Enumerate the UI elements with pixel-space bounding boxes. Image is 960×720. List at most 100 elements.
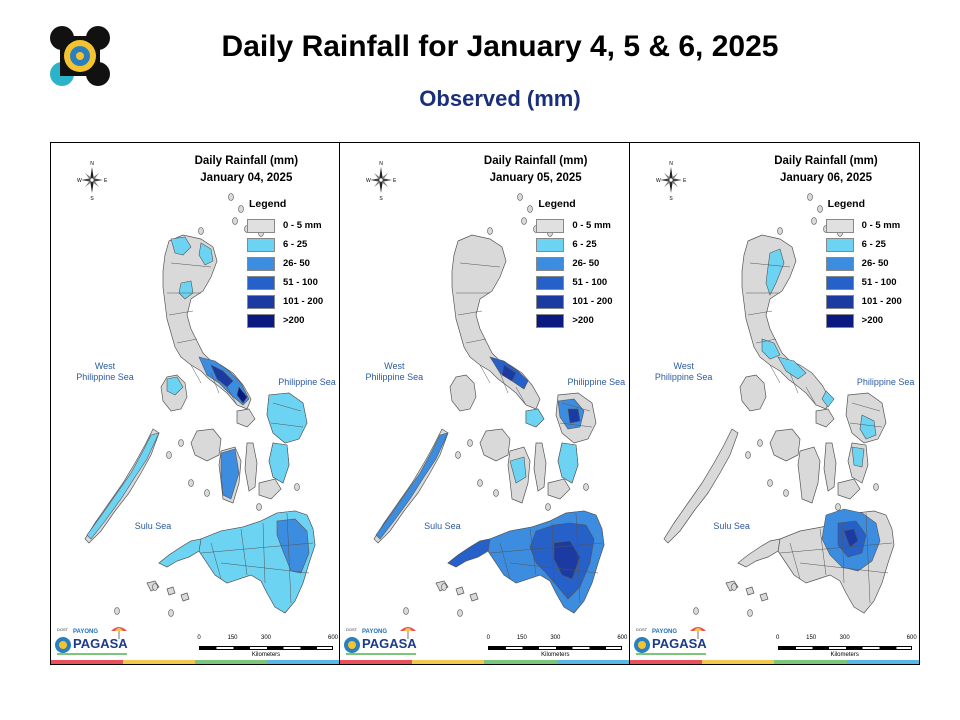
svg-text:DOST: DOST xyxy=(346,627,358,632)
islet xyxy=(455,451,462,459)
island-bohol xyxy=(258,478,282,500)
panel-title: Daily Rainfall (mm) January 05, 2025 xyxy=(461,153,611,187)
island-luzon xyxy=(162,234,252,410)
strip-segment xyxy=(195,660,268,664)
admin-boundary xyxy=(262,522,266,584)
strip-segment xyxy=(556,660,629,664)
compass-e: E xyxy=(393,178,397,184)
legend-swatch xyxy=(825,256,854,271)
island-mindoro xyxy=(449,374,477,412)
page-subtitle: Observed (mm) xyxy=(419,86,581,111)
admin-boundary xyxy=(500,372,509,394)
scale-tick: 0 xyxy=(197,635,201,641)
legend-item: 6 - 25 xyxy=(536,235,626,254)
scale-tick: 300 xyxy=(839,635,850,641)
scale-tick: 300 xyxy=(550,635,561,641)
admin-boundary xyxy=(510,562,599,574)
admin-boundary xyxy=(789,372,798,394)
islet xyxy=(152,583,158,591)
scale-bar-graphic xyxy=(488,646,623,650)
page-title: Daily Rainfall for January 4, 5 & 6, 202… xyxy=(221,30,779,63)
legend-swatch xyxy=(825,275,854,290)
panel-title: Daily Rainfall (mm) January 06, 2025 xyxy=(751,153,901,187)
rainfall-area xyxy=(178,280,194,300)
legend-label: 51 - 100 xyxy=(572,277,608,288)
rainfall-area xyxy=(777,356,807,380)
label-west-philippine-sea: West Philippine Sea xyxy=(76,361,134,382)
admin-boundary xyxy=(799,562,888,574)
rainfall-area xyxy=(86,432,160,540)
admin-boundary xyxy=(865,512,870,604)
strip-segment xyxy=(51,660,124,664)
islet xyxy=(806,193,813,201)
island-bohol xyxy=(837,478,861,500)
scale-unit: Kilometers xyxy=(830,652,859,658)
island-masbate xyxy=(815,408,835,428)
pagasa-logo: DOST PAYONG PAGASA xyxy=(53,623,133,657)
legend-label: 0 - 5 mm xyxy=(861,220,901,231)
islet xyxy=(178,439,184,447)
svg-text:PAGASA: PAGASA xyxy=(362,636,417,651)
legend-label: 26- 50 xyxy=(283,258,310,269)
rainfall-area xyxy=(851,446,864,468)
scale-tick: 600 xyxy=(906,635,917,641)
strip-segment xyxy=(340,660,413,664)
islet xyxy=(487,227,494,235)
admin-boundary xyxy=(190,364,202,384)
legend-swatch xyxy=(247,313,275,328)
islet xyxy=(744,451,751,459)
panel-title: Daily Rainfall (mm) January 04, 2025 xyxy=(171,153,321,187)
legend-label: 26- 50 xyxy=(572,258,600,269)
compass-s: S xyxy=(90,196,94,201)
islet xyxy=(810,217,817,225)
admin-boundary xyxy=(210,372,220,394)
rainfall-area xyxy=(558,442,579,484)
panel-title-line1: Daily Rainfall (mm) xyxy=(774,155,878,167)
legend-item: 26- 50 xyxy=(247,254,337,273)
rainfall-area xyxy=(170,236,192,256)
legend-swatch xyxy=(536,294,565,309)
legend-item: 0 - 5 mm xyxy=(247,216,337,235)
rainfall-area xyxy=(220,448,240,500)
rainfall-area xyxy=(210,364,234,388)
admin-boundary xyxy=(490,542,603,554)
legend-swatch xyxy=(536,275,565,290)
rainfall-area xyxy=(554,540,581,580)
islet xyxy=(477,479,484,487)
panel-date: January 04, 2025 xyxy=(200,172,293,184)
compass-s: S xyxy=(380,196,384,201)
legend-label: >200 xyxy=(283,315,305,326)
legend-label: 26- 50 xyxy=(861,258,889,269)
dost-logo xyxy=(48,24,112,88)
legend-swatch xyxy=(247,294,275,309)
islet xyxy=(872,483,879,491)
rainfall-area xyxy=(236,386,248,404)
panel-title-line1: Daily Rainfall (mm) xyxy=(483,155,588,167)
legend-label: >200 xyxy=(861,315,884,326)
islet xyxy=(256,503,262,511)
admin-boundary xyxy=(466,338,487,344)
color-strip xyxy=(340,660,629,664)
legend-item: >200 xyxy=(247,311,337,330)
legend-item: >200 xyxy=(536,311,626,330)
admin-boundary xyxy=(779,542,892,554)
legend-label: 51 - 100 xyxy=(861,277,897,288)
legend-item: 26- 50 xyxy=(825,254,916,273)
color-strip xyxy=(51,660,340,664)
pagasa-logo: DOST PAYONG PAGASA xyxy=(632,623,712,657)
rainfall-area xyxy=(859,414,876,440)
admin-boundary xyxy=(270,422,304,428)
svg-text:PAYONG: PAYONG xyxy=(73,629,98,635)
islet xyxy=(746,609,753,617)
legend-label: 101 - 200 xyxy=(572,296,613,307)
label-west-philippine-sea: West Philippine Sea xyxy=(365,361,424,382)
label-sulu-sea: Sulu Sea xyxy=(424,521,461,531)
strip-segment xyxy=(484,660,557,664)
legend-swatch xyxy=(536,256,565,271)
scale-bar-graphic xyxy=(777,646,912,650)
islet xyxy=(517,193,524,201)
label-philippine-sea: Philippine Sea xyxy=(567,377,626,387)
islet xyxy=(521,217,528,225)
rainfall-area xyxy=(761,338,781,360)
legend-title: Legend xyxy=(249,198,287,210)
